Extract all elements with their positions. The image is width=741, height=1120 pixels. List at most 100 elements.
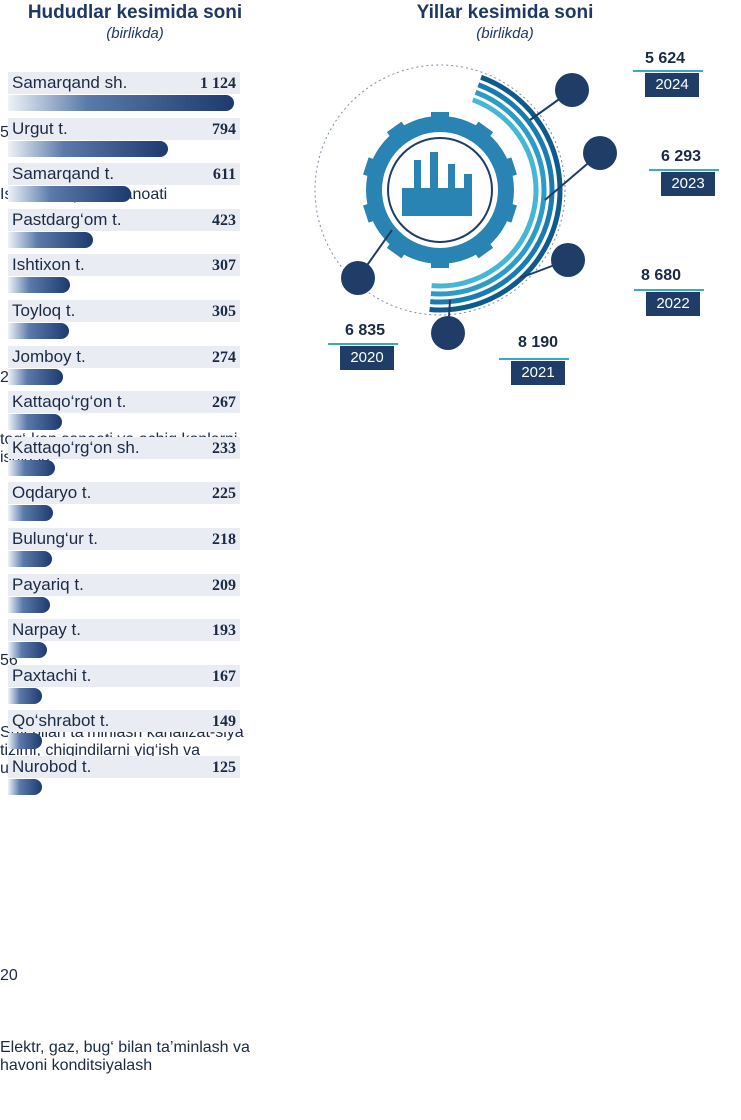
region-label: Ishtixon t. bbox=[12, 255, 85, 275]
year-box: 2023 bbox=[661, 172, 715, 196]
year-arc bbox=[430, 89, 547, 297]
sector-value: 20 bbox=[0, 967, 18, 984]
region-value: 1 124 bbox=[200, 75, 236, 92]
region-row: Narpay t. 193 bbox=[8, 619, 240, 663]
sector-divider bbox=[0, 985, 741, 1039]
region-label: Samarqand t. bbox=[12, 164, 115, 184]
region-row: Payariq t. 209 bbox=[8, 573, 240, 618]
region-row-bg bbox=[8, 345, 240, 368]
region-bar bbox=[8, 779, 42, 795]
region-value: 125 bbox=[212, 759, 236, 776]
year-box: 2022 bbox=[646, 292, 700, 316]
region-label: Payariq t. bbox=[12, 574, 84, 594]
region-row: Paxtachi t. 167 bbox=[8, 664, 240, 709]
year-box: 2024 bbox=[645, 73, 699, 97]
year-arc bbox=[431, 97, 539, 289]
region-row: Kattaqo‘rg‘on sh. 233 bbox=[8, 436, 240, 481]
year-box: 2020 bbox=[340, 346, 394, 370]
region-label: Paxtachi t. bbox=[12, 665, 92, 685]
region-row: Urgut t. 794 bbox=[8, 117, 240, 162]
year-node bbox=[341, 261, 375, 295]
region-bar bbox=[8, 368, 64, 385]
region-row-bg bbox=[8, 573, 240, 596]
region-value: 423 bbox=[212, 211, 236, 229]
region-label: Pastdarg‘om t. bbox=[12, 209, 122, 229]
region-label: Kattaqo‘rg‘on sh. bbox=[12, 437, 140, 457]
year-node bbox=[431, 316, 465, 350]
region-label: Kattaqo‘rg‘on t. bbox=[12, 392, 127, 412]
left-chart-subtitle: (birlikda) bbox=[106, 25, 164, 42]
year-value-label: 8 680 bbox=[640, 267, 682, 284]
region-row-bg bbox=[8, 756, 240, 778]
region-value: 167 bbox=[212, 667, 236, 685]
region-row-bg bbox=[8, 163, 240, 186]
region-value: 193 bbox=[212, 622, 236, 640]
region-row-bg bbox=[8, 619, 240, 642]
region-bar bbox=[8, 186, 131, 203]
region-bar bbox=[8, 505, 54, 522]
region-label: Urgut t. bbox=[12, 118, 68, 138]
region-row: Samarqand sh. 1 124 bbox=[8, 72, 240, 116]
region-bar bbox=[8, 231, 94, 248]
region-row-bg bbox=[8, 72, 240, 94]
years-chart bbox=[300, 50, 740, 390]
year-node bbox=[551, 243, 585, 277]
right-chart-title: Yillar kesimida soni bbox=[416, 2, 594, 23]
year-box: 2021 bbox=[511, 361, 565, 385]
region-bar bbox=[8, 95, 234, 111]
power-tower-icon bbox=[0, 1075, 741, 1120]
region-bar bbox=[8, 733, 42, 750]
region-value: 225 bbox=[212, 485, 236, 503]
region-row-bg bbox=[8, 254, 240, 277]
year-underline bbox=[328, 343, 398, 345]
region-row: Oqdaryo t. 225 bbox=[8, 482, 240, 526]
region-row: Jomboy t. 274 bbox=[8, 345, 240, 390]
region-row-bg bbox=[8, 664, 240, 687]
region-row: Samarqand t. 611 bbox=[8, 163, 240, 207]
year-underline bbox=[633, 70, 703, 72]
region-row-bg bbox=[8, 117, 240, 140]
dotted-ring bbox=[314, 64, 566, 316]
region-row-bg bbox=[8, 528, 240, 550]
sector-label: Elektr, gaz, bug‘ bilan ta’minlash va ha… bbox=[0, 1039, 250, 1074]
region-row-bg bbox=[8, 710, 240, 733]
region-value: 209 bbox=[212, 576, 236, 594]
region-bar bbox=[8, 323, 70, 339]
region-label: Bulung‘ur t. bbox=[12, 529, 98, 548]
region-value: 305 bbox=[212, 303, 236, 320]
region-value: 218 bbox=[212, 531, 236, 548]
region-bar bbox=[8, 596, 51, 613]
region-label: Jomboy t. bbox=[12, 346, 86, 366]
region-row: Qo‘shrabot t. 149 bbox=[8, 710, 240, 754]
left-chart-title: Hududlar kesimida soni bbox=[27, 2, 243, 23]
region-bar bbox=[8, 551, 52, 567]
factory-icon bbox=[402, 152, 472, 216]
year-underline bbox=[634, 289, 704, 291]
region-row: Nurobod t. 125 bbox=[8, 756, 240, 800]
year-value-label: 6 293 bbox=[660, 148, 702, 165]
year-value-label: 5 624 bbox=[644, 50, 686, 67]
gear-icon bbox=[366, 116, 514, 264]
region-bar bbox=[8, 459, 55, 476]
region-bar bbox=[8, 414, 62, 431]
region-bar bbox=[8, 140, 168, 157]
region-value: 233 bbox=[212, 439, 236, 457]
year-arc bbox=[429, 74, 563, 313]
region-value: 307 bbox=[212, 257, 236, 275]
region-row: Ishtixon t. 307 bbox=[8, 254, 240, 298]
right-chart-subtitle: (birlikda) bbox=[476, 25, 534, 42]
year-underline bbox=[499, 358, 569, 360]
region-row-bg bbox=[8, 391, 240, 414]
year-underline bbox=[649, 169, 719, 171]
region-value: 267 bbox=[212, 394, 236, 412]
region-bar bbox=[8, 277, 70, 294]
region-value: 611 bbox=[212, 166, 236, 184]
region-row: Pastdarg‘om t. 423 bbox=[8, 208, 240, 253]
region-label: Qo‘shrabot t. bbox=[12, 711, 110, 731]
year-node bbox=[583, 136, 617, 170]
year-value-label: 8 190 bbox=[517, 334, 559, 351]
region-value: 794 bbox=[212, 120, 236, 138]
sector-tab bbox=[0, 823, 146, 897]
region-row: Bulung‘ur t. 218 bbox=[8, 528, 240, 572]
year-value-label: 6 835 bbox=[344, 322, 386, 339]
